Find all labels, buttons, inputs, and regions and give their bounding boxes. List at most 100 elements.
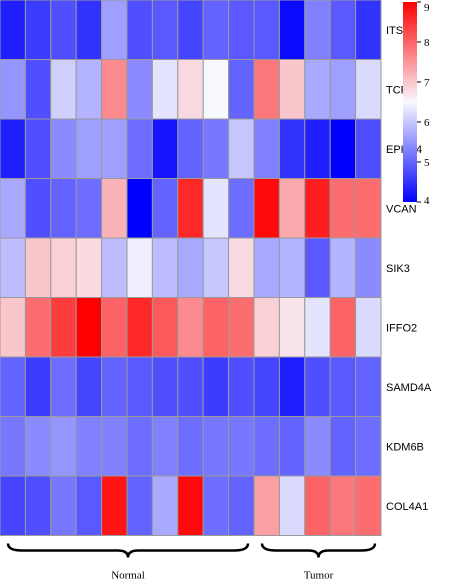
heatmap-cell-epha4-1 xyxy=(0,118,26,179)
heatmap-cell-kdm6b-10 xyxy=(228,416,255,477)
colorbar-tick-label-6: 6 xyxy=(424,117,430,129)
heatmap-cell-sik3-10 xyxy=(228,237,255,298)
heatmap-cell-epha4-8 xyxy=(177,118,204,179)
heatmap-cell-iffo2-12 xyxy=(278,297,306,358)
colorbar-tick-label-7: 7 xyxy=(424,77,430,89)
heatmap-cell-iffo2-13 xyxy=(304,297,331,358)
heatmap-cell-itsn1-13 xyxy=(304,0,331,60)
heatmap-cell-samd4a-9 xyxy=(202,356,230,417)
heatmap-cell-tcf4-8 xyxy=(177,59,204,120)
heatmap-cell-epha4-12 xyxy=(278,118,306,179)
heatmap-cell-vcan-9 xyxy=(202,178,230,239)
heatmap-cell-kdm6b-13 xyxy=(304,416,331,477)
heatmap-cell-samd4a-8 xyxy=(177,356,204,417)
heatmap-cell-kdm6b-2 xyxy=(24,416,52,477)
heatmap-cell-iffo2-9 xyxy=(202,297,230,358)
heatmap-cell-itsn1-7 xyxy=(151,0,179,60)
heatmap-cell-epha4-3 xyxy=(50,118,77,179)
row-labels: ITSN1TCF4EPHA4VCANSIK3IFFO2SAMD4AKDM6BCO… xyxy=(386,25,432,513)
heatmap-cell-vcan-13 xyxy=(304,178,331,239)
heatmap-cell-kdm6b-6 xyxy=(126,416,153,477)
heatmap-cell-vcan-8 xyxy=(177,178,204,239)
heatmap-cell-vcan-10 xyxy=(228,178,255,239)
heatmap-cell-samd4a-10 xyxy=(228,356,255,417)
heatmap-cell-col4a1-13 xyxy=(304,475,331,536)
heatmap-cell-col4a1-9 xyxy=(202,475,230,536)
row-label-vcan: VCAN xyxy=(386,203,417,215)
colorbar-gradient xyxy=(403,2,417,202)
heatmap-cell-kdm6b-4 xyxy=(75,416,103,477)
heatmap-cell-itsn1-12 xyxy=(278,0,306,60)
group-label-tumor: Tumor xyxy=(304,570,334,581)
heatmap-cell-vcan-2 xyxy=(24,178,52,239)
heatmap-cell-itsn1-2 xyxy=(24,0,52,60)
heatmap-cell-itsn1-15 xyxy=(355,0,382,60)
heatmap-cell-epha4-15 xyxy=(355,118,382,179)
heatmap-cell-iffo2-10 xyxy=(228,297,255,358)
heatmap-cell-tcf4-11 xyxy=(253,59,280,120)
heatmap-cell-epha4-2 xyxy=(24,118,52,179)
heatmap-cell-samd4a-14 xyxy=(329,356,357,417)
heatmap-cell-iffo2-7 xyxy=(151,297,179,358)
heatmap-cell-iffo2-6 xyxy=(126,297,153,358)
heatmap-cell-kdm6b-8 xyxy=(177,416,204,477)
heatmap-cell-sik3-7 xyxy=(151,237,179,298)
heatmap-cell-iffo2-11 xyxy=(253,297,280,358)
colorbar xyxy=(403,2,417,202)
heatmap-cell-samd4a-12 xyxy=(278,356,306,417)
heatmap-cell-kdm6b-14 xyxy=(329,416,357,477)
heatmap-cell-vcan-6 xyxy=(126,178,153,239)
row-label-col4a1: COL4A1 xyxy=(386,501,428,513)
heatmap-cell-samd4a-6 xyxy=(126,356,153,417)
heatmap-cell-epha4-6 xyxy=(126,118,153,179)
heatmap-cell-itsn1-11 xyxy=(253,0,280,60)
heatmap-cell-itsn1-10 xyxy=(228,0,255,60)
heatmap-cell-tcf4-14 xyxy=(329,59,357,120)
heatmap-cell-col4a1-3 xyxy=(50,475,77,536)
heatmap-cell-tcf4-1 xyxy=(0,59,26,120)
heatmap-cell-col4a1-4 xyxy=(75,475,103,536)
heatmap-cell-tcf4-2 xyxy=(24,59,52,120)
colorbar-ticks: 4 5 6 7 8 9 xyxy=(417,1,430,207)
group-braces xyxy=(6,543,377,558)
heatmap-cell-tcf4-10 xyxy=(228,59,255,120)
heatmap-cell-sik3-5 xyxy=(101,237,128,298)
row-label-samd4a: SAMD4A xyxy=(386,382,432,394)
heatmap-cell-tcf4-12 xyxy=(278,59,306,120)
heatmap-cell-itsn1-9 xyxy=(202,0,230,60)
heatmap-cell-vcan-4 xyxy=(75,178,103,239)
heatmap-cell-sik3-8 xyxy=(177,237,204,298)
heatmap-cell-samd4a-7 xyxy=(151,356,179,417)
heatmap-cell-col4a1-15 xyxy=(355,475,382,536)
heatmap-cell-iffo2-2 xyxy=(24,297,52,358)
heatmap-cell-kdm6b-11 xyxy=(253,416,280,477)
heatmap-cell-samd4a-15 xyxy=(355,356,382,417)
heatmap-cell-tcf4-15 xyxy=(355,59,382,120)
heatmap-cell-col4a1-12 xyxy=(278,475,306,536)
heatmap-cell-epha4-5 xyxy=(101,118,128,179)
heatmap-cell-itsn1-8 xyxy=(177,0,204,60)
heatmap-cell-kdm6b-12 xyxy=(278,416,306,477)
heatmap-cell-vcan-12 xyxy=(278,178,306,239)
heatmap-cell-sik3-9 xyxy=(202,237,230,298)
heatmap-cell-itsn1-4 xyxy=(75,0,103,60)
row-label-kdm6b: KDM6B xyxy=(386,441,424,453)
heatmap-cell-col4a1-2 xyxy=(24,475,52,536)
heatmap-cell-col4a1-6 xyxy=(126,475,153,536)
heatmap-cell-samd4a-3 xyxy=(50,356,77,417)
heatmap-cell-sik3-13 xyxy=(304,237,331,298)
heatmap-cell-col4a1-7 xyxy=(151,475,179,536)
heatmap-cell-tcf4-5 xyxy=(101,59,128,120)
heatmap-cell-itsn1-14 xyxy=(329,0,357,60)
heatmap-cell-tcf4-13 xyxy=(304,59,331,120)
heatmap-cell-kdm6b-5 xyxy=(101,416,128,477)
group-label-normal: Normal xyxy=(111,570,145,581)
heatmap-cell-col4a1-8 xyxy=(177,475,204,536)
heatmap-cell-epha4-4 xyxy=(75,118,103,179)
heatmap-cell-vcan-5 xyxy=(101,178,128,239)
heatmap-cell-sik3-1 xyxy=(0,237,26,298)
heatmap-cell-sik3-2 xyxy=(24,237,52,298)
heatmap-cell-sik3-4 xyxy=(75,237,103,298)
heatmap-cell-col4a1-5 xyxy=(101,475,128,536)
